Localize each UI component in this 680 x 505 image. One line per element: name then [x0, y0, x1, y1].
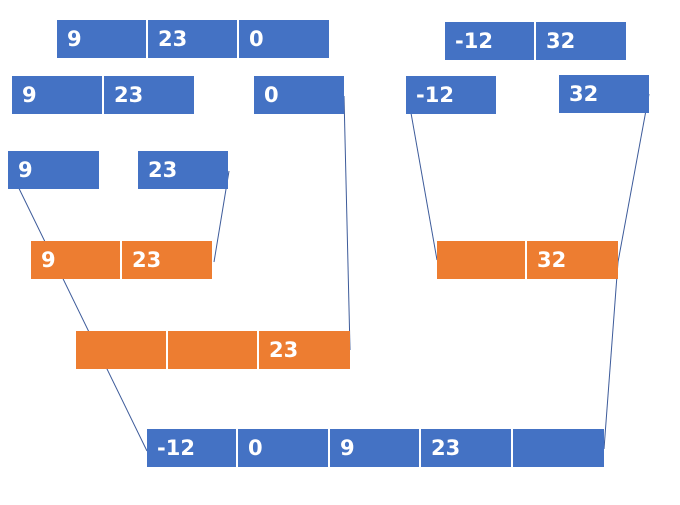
- array-cell: 9: [330, 429, 421, 467]
- connector-line: [603, 261, 619, 450]
- array-cell: 23: [259, 331, 350, 369]
- array-cell: 9: [57, 20, 148, 58]
- connector-line: [343, 95, 351, 351]
- array-cell: -12: [147, 429, 238, 467]
- connector-line: [617, 93, 650, 263]
- array-cell: 9: [12, 76, 104, 114]
- array-cell: 9: [31, 241, 122, 279]
- array-cell: [168, 331, 259, 369]
- array-cell: 23: [104, 76, 194, 114]
- array-cell: 0: [239, 20, 329, 58]
- array-cell: [513, 429, 604, 467]
- connector-line: [9, 169, 148, 452]
- array-cell: 32: [559, 75, 649, 113]
- array-cell: -12: [406, 76, 496, 114]
- array-cell: 23: [138, 151, 228, 189]
- connector-line: [407, 95, 438, 261]
- array-cell: [437, 241, 527, 279]
- array-cell: 23: [122, 241, 212, 279]
- array-cell: 0: [238, 429, 330, 467]
- array-cell: 32: [536, 22, 626, 60]
- array-cell: [76, 331, 168, 369]
- array-cell: 0: [254, 76, 344, 114]
- array-cell: -12: [445, 22, 536, 60]
- array-cell: 9: [8, 151, 99, 189]
- array-cell: 23: [148, 20, 239, 58]
- array-cell: 23: [421, 429, 513, 467]
- array-cell: 32: [527, 241, 618, 279]
